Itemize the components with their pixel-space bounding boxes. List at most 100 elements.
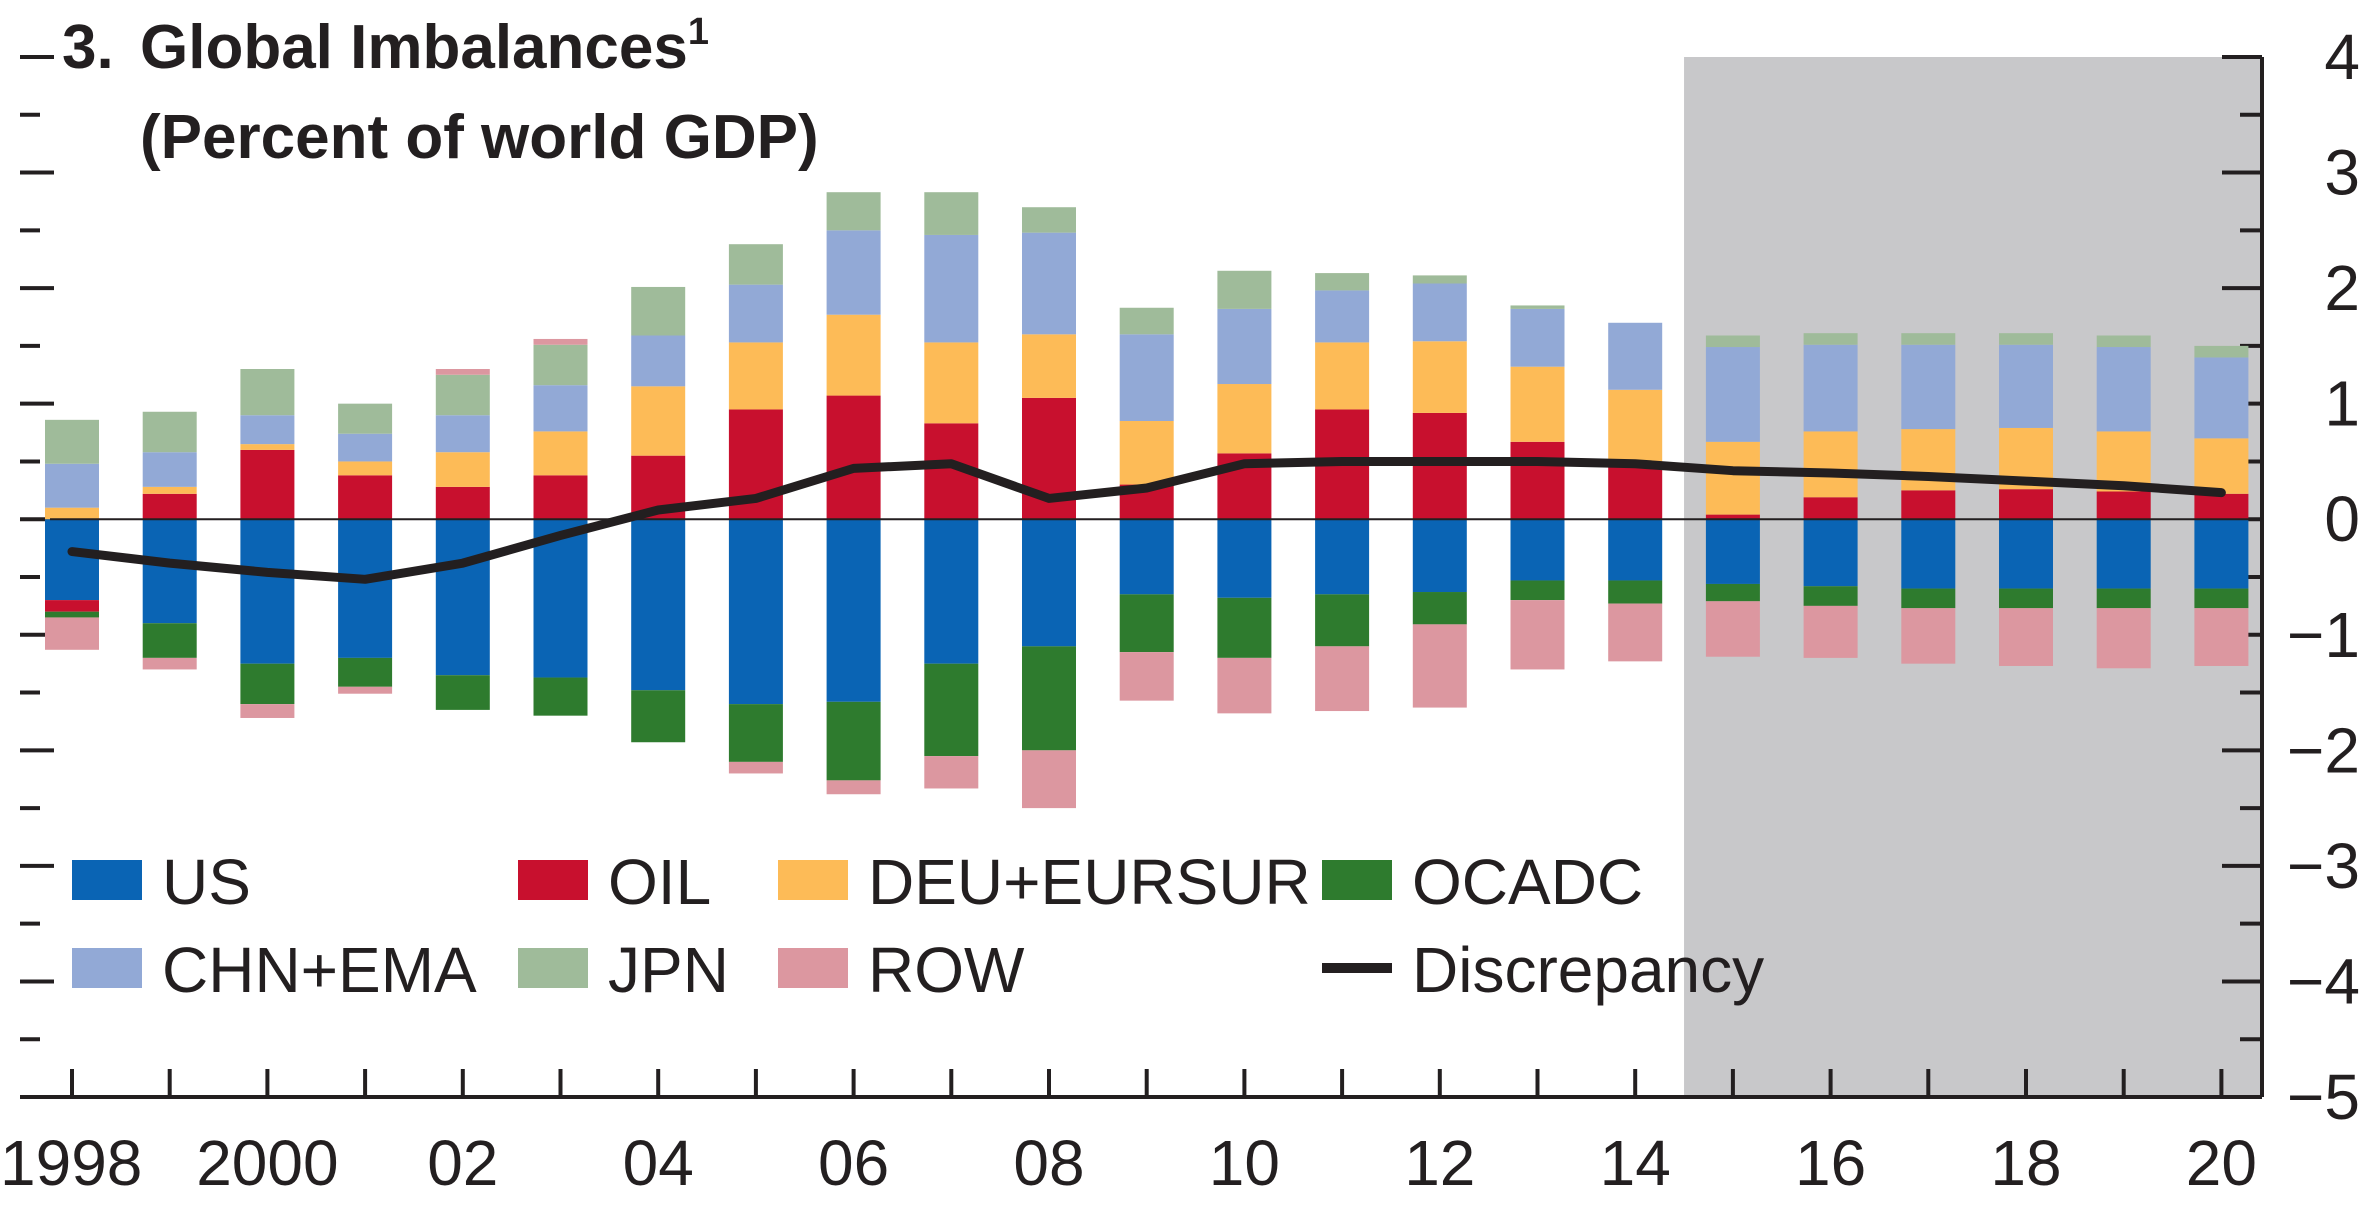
bar-us-2017 [1901,519,1956,589]
bar-row-2011 [1315,646,1370,712]
discrepancy-line [67,456,2226,584]
bar-row-2012 [1412,624,1467,708]
bar-ocadc-2019 [2096,588,2151,609]
bar-deu-eursur-1999 [142,486,197,494]
bar-ocadc-2010 [1217,597,1272,658]
x-tick-label: 02 [427,1127,498,1199]
bar-row-2019 [2096,608,2151,669]
x-axis-ticks: 1998 2000 02 04 06 08 10 12 14 16 18 20 [0,1069,2257,1199]
bar-us-2018 [1999,519,2053,589]
bar-chn-ema-2015 [1705,347,1760,442]
y-tick-label: 0 [2324,483,2360,555]
bar-oil-1998 [45,600,99,612]
bar-chn-ema-2006 [826,230,881,315]
x-tick-label: 18 [1990,1127,2061,1199]
bar-ocadc-2004 [631,690,686,743]
bar-us-1999 [142,519,197,624]
bar-jpn-2005 [728,244,783,285]
bar-deu-eursur-2000 [240,444,295,450]
y-tick-label: 2 [2324,252,2360,324]
x-tick-label: 16 [1795,1127,1866,1199]
bar-jpn-2016 [1803,333,1858,345]
y-tick-label: 1 [2324,368,2360,440]
chart-title-superscript: 1 [688,11,709,53]
bar-ocadc-2017 [1901,588,1956,609]
bar-jpn-2001 [338,403,393,434]
bar-chn-ema-2001 [338,433,393,462]
bar-jpn-2006 [826,192,881,231]
bar-deu-eursur-2016 [1803,431,1858,498]
bar-chn-ema-2012 [1412,283,1467,342]
bar-row-2000 [240,704,295,718]
bar-oil-2002 [435,486,490,520]
bar-chn-ema-2003 [533,385,588,432]
legend-deu-eursur-swatch [778,860,848,900]
bar-us-2009 [1119,519,1174,595]
chart-subtitle: (Percent of world GDP) [140,103,819,172]
bar-ocadc-1999 [142,623,197,658]
bar-row-2010 [1217,657,1272,714]
bar-ocadc-2015 [1705,583,1760,602]
bar-deu-eursur-2013 [1510,366,1565,442]
legend-row-swatch [778,948,848,988]
bar-ocadc-2006 [826,701,881,781]
bar-ocadc-2003 [533,677,588,716]
bar-us-2003 [533,519,588,678]
bar-ocadc-2001 [338,657,393,687]
bar-row-1999 [142,657,197,670]
bar-us-2006 [826,519,881,702]
x-tick-label: 12 [1404,1127,1475,1199]
x-tick-label: 08 [1013,1127,1084,1199]
bar-jpn-2017 [1901,333,1956,345]
bar-row-2017 [1901,608,1956,664]
bar-chn-ema-1999 [142,452,197,487]
bar-oil-2018 [1999,489,2053,520]
chart-title: Global Imbalances1 [140,11,709,82]
right-axis: 4 3 2 1 0 −1 −2 −3 −4 −5 [2222,21,2360,1133]
bar-us-2004 [631,519,686,691]
bar-chn-ema-2005 [728,284,783,343]
y-tick-label: −1 [2287,599,2360,671]
legend-oil-swatch [518,860,588,900]
bar-jpn-1998 [45,419,99,464]
bar-us-2007 [924,519,979,664]
bar-chn-ema-2007 [924,234,979,343]
legend-ocadc-label: OCADC [1412,846,1643,918]
bar-deu-eursur-2006 [826,314,881,396]
bar-jpn-2020 [2194,345,2249,358]
x-tick-label: 2000 [196,1127,338,1199]
bar-chn-ema-2008 [1022,232,1076,335]
bar-chn-ema-2002 [435,415,490,453]
bar-oil-2019 [2096,491,2151,520]
x-tick-label: 10 [1209,1127,1280,1199]
bar-oil-2001 [338,475,393,520]
bar-chn-ema-2018 [1999,344,2053,428]
bar-ocadc-2000 [240,663,295,705]
bar-ocadc-2016 [1803,586,1858,606]
bar-ocadc-2009 [1119,594,1174,653]
y-tick-label: 3 [2324,137,2360,209]
bar-ocadc-2005 [728,704,783,762]
bar-chn-ema-2016 [1803,344,1858,432]
y-tick-label: −3 [2287,830,2360,902]
bar-oil-2015 [1705,514,1760,520]
legend-discrepancy-label: Discrepancy [1412,934,1764,1006]
bar-ocadc-2020 [2194,588,2249,609]
bar-oil-2020 [2194,493,2249,520]
bar-chn-ema-2011 [1315,290,1370,343]
bar-jpn-2019 [2096,335,2151,348]
bar-jpn-2011 [1315,273,1370,291]
bar-chn-ema-2019 [2096,347,2151,432]
bar-oil-2012 [1412,412,1467,520]
bar-us-2020 [2194,519,2249,589]
bar-oil-2003 [533,475,588,520]
bar-jpn-1999 [142,411,197,453]
bar-row-2008 [1022,750,1076,809]
bar-row-2020 [2194,608,2249,666]
bar-jpn-2008 [1022,207,1076,233]
legend-row-label: ROW [868,934,1025,1006]
bar-row-2014 [1608,603,1663,662]
legend-jpn-swatch [518,948,588,988]
bar-deu-eursur-2020 [2194,438,2249,494]
